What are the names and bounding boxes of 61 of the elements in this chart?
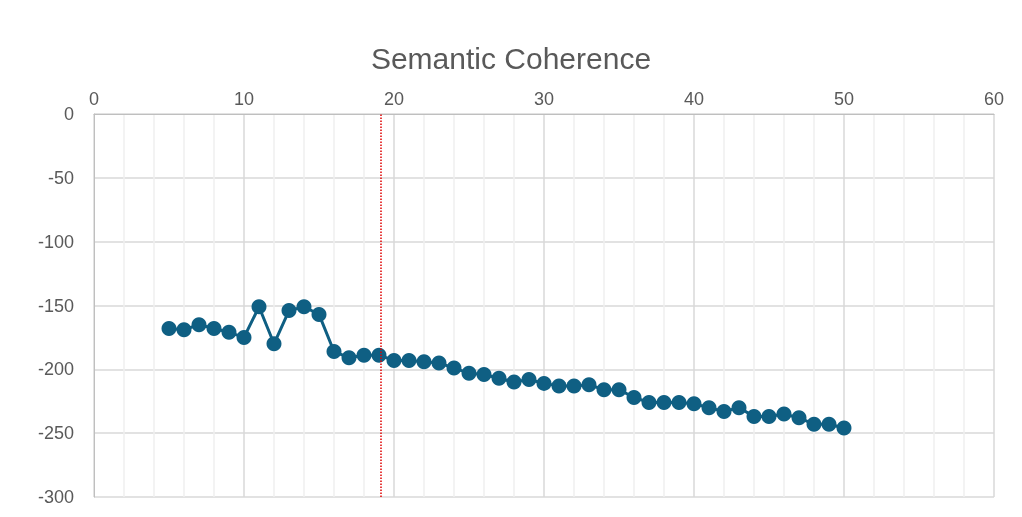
point (731, 400, 747, 416)
point (596, 382, 612, 398)
point (236, 329, 252, 345)
point (836, 420, 852, 436)
point (536, 375, 552, 391)
chart-title: Semantic Coherence (370, 41, 652, 75)
point (776, 406, 792, 422)
y-tick-label: -250 (37, 423, 74, 444)
point (761, 409, 777, 425)
point (611, 382, 627, 398)
point (326, 343, 342, 359)
point (626, 389, 642, 405)
x-tick-label: 40 (683, 89, 705, 109)
point (251, 299, 267, 315)
x-tick-label: 10 (233, 89, 255, 109)
point (296, 299, 312, 315)
point (161, 320, 177, 336)
point (566, 378, 582, 394)
point (371, 347, 387, 363)
point (701, 400, 717, 416)
point (791, 410, 807, 426)
y-tick-label: -50 (47, 167, 74, 188)
point (446, 360, 462, 376)
x-tick-label: 50 (833, 89, 855, 109)
point (341, 350, 357, 366)
point (491, 370, 507, 386)
point (386, 352, 402, 368)
point (641, 395, 657, 411)
y-tick-label: -300 (37, 487, 74, 507)
point (416, 354, 432, 370)
point (356, 347, 372, 363)
point (746, 409, 762, 425)
point (476, 366, 492, 382)
point (206, 320, 222, 336)
point (431, 355, 447, 371)
point (506, 374, 522, 390)
point (281, 303, 297, 319)
x-tick-label: 0 (88, 89, 100, 109)
point (806, 416, 822, 432)
point (656, 395, 672, 411)
point (686, 396, 702, 412)
point (821, 416, 837, 432)
point (176, 322, 192, 338)
point (671, 395, 687, 411)
x-tick-label: 30 (533, 89, 555, 109)
point (191, 317, 207, 333)
point (221, 324, 237, 340)
point (716, 403, 732, 419)
x-tick-label: 60 (983, 89, 1005, 109)
y-tick-label: -200 (37, 359, 74, 380)
point (521, 372, 537, 388)
y-tick-label: -100 (37, 231, 74, 252)
point (461, 365, 477, 381)
point (311, 306, 327, 322)
y-tick-label: 0 (63, 104, 74, 124)
point (551, 378, 567, 394)
point (266, 336, 282, 352)
y-tick-label: -150 (37, 295, 74, 316)
point (581, 377, 597, 393)
point (401, 352, 417, 368)
x-tick-label: 20 (383, 89, 405, 109)
